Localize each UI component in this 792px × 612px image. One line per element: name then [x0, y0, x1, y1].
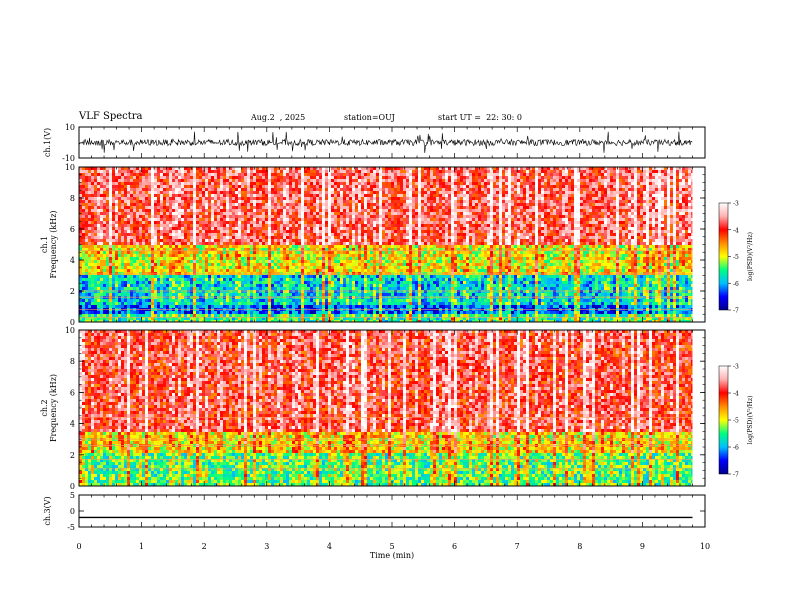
xtick-label-0: 0 [76, 542, 81, 551]
colorbar-tick-2-1: -4 [733, 227, 739, 234]
ytick-label-4-1: 0 [70, 507, 75, 516]
xtick-label-2: 2 [202, 542, 207, 551]
ytick-label-2-3: 6 [70, 225, 75, 234]
colorbar-tick-3-0: -3 [733, 364, 739, 371]
ytick-label-2-4: 8 [70, 194, 75, 203]
xtick-label-5: 5 [389, 542, 394, 551]
ch2-spectrogram [79, 330, 693, 486]
ytick-label-2-0: 0 [70, 318, 75, 327]
colorbar-2 [718, 202, 729, 311]
colorbar-tick-3-2: -5 [733, 418, 739, 425]
ytick-label-1-1: -10 [62, 154, 75, 163]
xtick-label-4: 4 [327, 542, 332, 551]
xtick-label-7: 7 [515, 542, 520, 551]
station-label: station=OUJ [344, 113, 395, 122]
ytick-label-3-1: 2 [70, 451, 75, 460]
ytick-label-2-2: 4 [70, 256, 75, 265]
colorbar-tick-2-0: -3 [733, 201, 739, 208]
xtick-label-9: 9 [640, 542, 645, 551]
xtick-label-6: 6 [452, 542, 457, 551]
colorbar-tick-3-3: -6 [733, 445, 739, 452]
xtick-label-1: 1 [139, 542, 144, 551]
ytick-label-3-0: 0 [70, 482, 75, 491]
colorbar-tick-2-2: -5 [733, 254, 739, 261]
ch1-spectrogram [79, 167, 693, 322]
ytick-label-3-4: 8 [70, 357, 75, 366]
ylabel-4: ch.3(V) [43, 496, 52, 525]
colorbar-tick-2-4: -7 [733, 308, 739, 315]
ytick-label-2-1: 2 [70, 287, 75, 296]
colorbar-tick-3-4: -7 [733, 472, 739, 479]
date-label: Aug.2 , 2025 [251, 113, 305, 122]
ch1-waveform [78, 131, 693, 154]
colorbar-label-3: log(PSD)(V²/Hz) [747, 396, 754, 445]
colorbar-3 [718, 365, 729, 475]
ylabel-2-1: Frequency (kHz) [49, 210, 58, 278]
start-time-label: start UT = 22: 30: 0 [438, 113, 522, 122]
chart-title: VLF Spectra [79, 111, 143, 122]
colorbar-tick-3-1: -4 [733, 391, 739, 398]
ytick-label-2-5: 10 [65, 163, 75, 172]
xtick-label-8: 8 [577, 542, 582, 551]
ytick-label-3-3: 6 [70, 388, 75, 397]
ylabel-2-0: ch.1 [40, 236, 49, 253]
xtick-label-3: 3 [264, 542, 269, 551]
x-axis-label: Time (min) [370, 551, 414, 560]
ytick-label-4-2: -5 [67, 523, 75, 532]
ylabel-3-0: ch.2 [40, 399, 49, 416]
ytick-label-3-5: 10 [65, 326, 75, 335]
colorbar-tick-2-3: -6 [733, 281, 739, 288]
ylabel-3-1: Frequency (kHz) [49, 374, 58, 442]
ytick-label-4-0: 5 [70, 491, 75, 500]
ytick-label-3-2: 4 [70, 420, 75, 429]
ytick-label-1-0: 10 [65, 123, 75, 132]
colorbar-label-2: log(PSD)(V²/Hz) [747, 232, 754, 281]
ylabel-1: ch.1(V) [43, 128, 52, 157]
xtick-label-10: 10 [700, 542, 710, 551]
